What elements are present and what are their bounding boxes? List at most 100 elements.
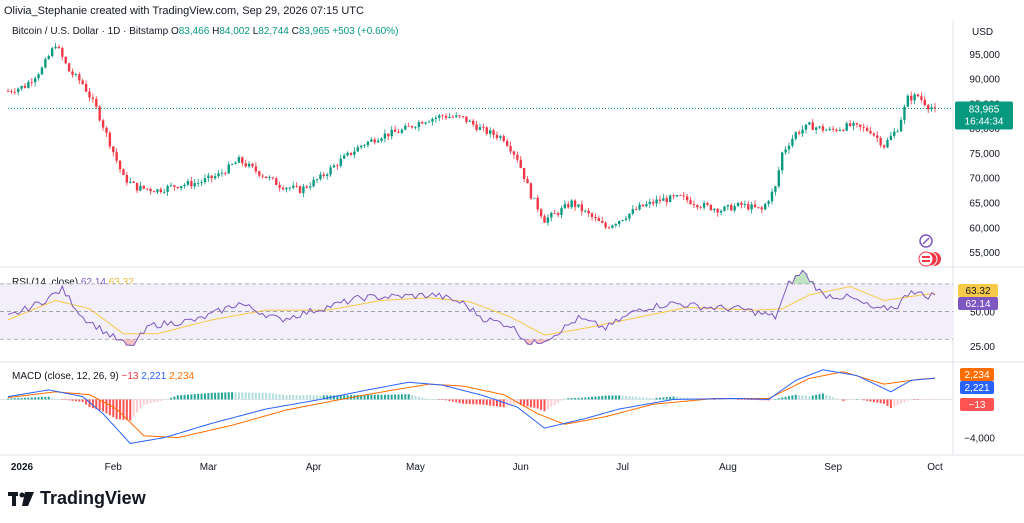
candle-body[interactable] (825, 129, 828, 131)
candle-body[interactable] (302, 186, 305, 194)
candle-body[interactable] (315, 179, 319, 181)
candle-body[interactable] (142, 185, 146, 189)
candle-body[interactable] (207, 175, 210, 179)
candle-body[interactable] (835, 129, 838, 131)
candle-body[interactable] (933, 107, 937, 109)
candle-body[interactable] (526, 179, 529, 184)
candle-body[interactable] (594, 216, 597, 219)
candle-body[interactable] (6, 91, 10, 92)
candle-body[interactable] (397, 131, 400, 133)
candle-body[interactable] (872, 133, 876, 136)
macd-signal-line[interactable] (7, 371, 936, 439)
candle-body[interactable] (910, 95, 913, 101)
candle-body[interactable] (709, 204, 713, 211)
candle-body[interactable] (913, 94, 916, 101)
candle-body[interactable] (505, 140, 509, 146)
candle-body[interactable] (468, 120, 471, 122)
candle-body[interactable] (855, 123, 859, 125)
macd-pane[interactable] (0, 369, 953, 444)
candle-body[interactable] (241, 157, 244, 164)
candle-body[interactable] (20, 85, 23, 89)
candle-body[interactable] (115, 152, 118, 161)
candle-body[interactable] (404, 125, 407, 130)
candle-body[interactable] (665, 198, 668, 203)
candle-body[interactable] (848, 123, 852, 126)
candle-body[interactable] (292, 185, 295, 188)
candle-body[interactable] (400, 129, 404, 133)
candle-body[interactable] (831, 128, 835, 130)
candle-body[interactable] (101, 120, 105, 128)
candle-body[interactable] (322, 174, 325, 176)
alert-icon[interactable] (919, 234, 933, 248)
candle-body[interactable] (787, 145, 791, 150)
candle-body[interactable] (862, 126, 865, 128)
candle-body[interactable] (770, 191, 774, 202)
candle-body[interactable] (146, 188, 149, 190)
candle-body[interactable] (865, 127, 869, 131)
candle-body[interactable] (54, 46, 57, 49)
candle-body[interactable] (173, 185, 176, 187)
candle-body[interactable] (655, 199, 658, 204)
candle-body[interactable] (149, 188, 152, 192)
candle-body[interactable] (288, 187, 292, 189)
candle-body[interactable] (193, 183, 196, 187)
candle-body[interactable] (309, 186, 312, 188)
candle-body[interactable] (465, 116, 468, 122)
candle-body[interactable] (607, 227, 611, 229)
candle-body[interactable] (295, 185, 298, 187)
candle-body[interactable] (743, 203, 747, 205)
candle-body[interactable] (601, 221, 604, 223)
candle-body[interactable] (448, 116, 451, 118)
candle-body[interactable] (730, 205, 733, 211)
candle-body[interactable] (560, 208, 563, 216)
candle-body[interactable] (814, 127, 818, 130)
candle-body[interactable] (50, 48, 54, 56)
candle-body[interactable] (210, 175, 213, 179)
candle-body[interactable] (95, 98, 98, 107)
candle-body[interactable] (553, 213, 556, 214)
candle-body[interactable] (220, 173, 224, 174)
candle-body[interactable] (393, 129, 397, 132)
candle-body[interactable] (614, 224, 617, 226)
candle-body[interactable] (522, 167, 526, 180)
candle-body[interactable] (363, 145, 366, 146)
candle-body[interactable] (828, 128, 831, 130)
candle-body[interactable] (383, 133, 387, 139)
candle-body[interactable] (251, 163, 254, 167)
candle-body[interactable] (366, 141, 370, 146)
candle-body[interactable] (811, 122, 814, 130)
candle-body[interactable] (882, 145, 886, 148)
candle-body[interactable] (488, 130, 492, 134)
candle-body[interactable] (638, 204, 641, 210)
candle-body[interactable] (213, 176, 217, 179)
candle-body[interactable] (485, 127, 488, 134)
candle-body[interactable] (410, 126, 414, 128)
candle-body[interactable] (326, 174, 329, 176)
candle-body[interactable] (200, 182, 203, 183)
candle-body[interactable] (702, 203, 706, 208)
candle-body[interactable] (651, 201, 655, 204)
candle-body[interactable] (713, 209, 716, 211)
candle-body[interactable] (740, 202, 743, 205)
candle-body[interactable] (261, 175, 264, 177)
candle-body[interactable] (407, 125, 410, 127)
candle-body[interactable] (648, 201, 651, 205)
candle-body[interactable] (597, 218, 601, 222)
candle-body[interactable] (227, 164, 230, 174)
candle-body[interactable] (516, 154, 519, 160)
candle-body[interactable] (563, 204, 567, 209)
candle-body[interactable] (431, 118, 434, 122)
candle-body[interactable] (37, 74, 40, 79)
candle-body[interactable] (258, 171, 261, 176)
candle-body[interactable] (764, 203, 767, 210)
candle-body[interactable] (791, 138, 794, 146)
candle-body[interactable] (91, 97, 95, 99)
candle-body[interactable] (781, 152, 784, 171)
candle-body[interactable] (675, 195, 679, 197)
candle-body[interactable] (797, 132, 801, 134)
candle-body[interactable] (777, 170, 780, 187)
candle-body[interactable] (645, 204, 648, 207)
candle-body[interactable] (604, 222, 607, 228)
rsi-line[interactable] (7, 269, 936, 347)
candle-body[interactable] (899, 119, 903, 132)
